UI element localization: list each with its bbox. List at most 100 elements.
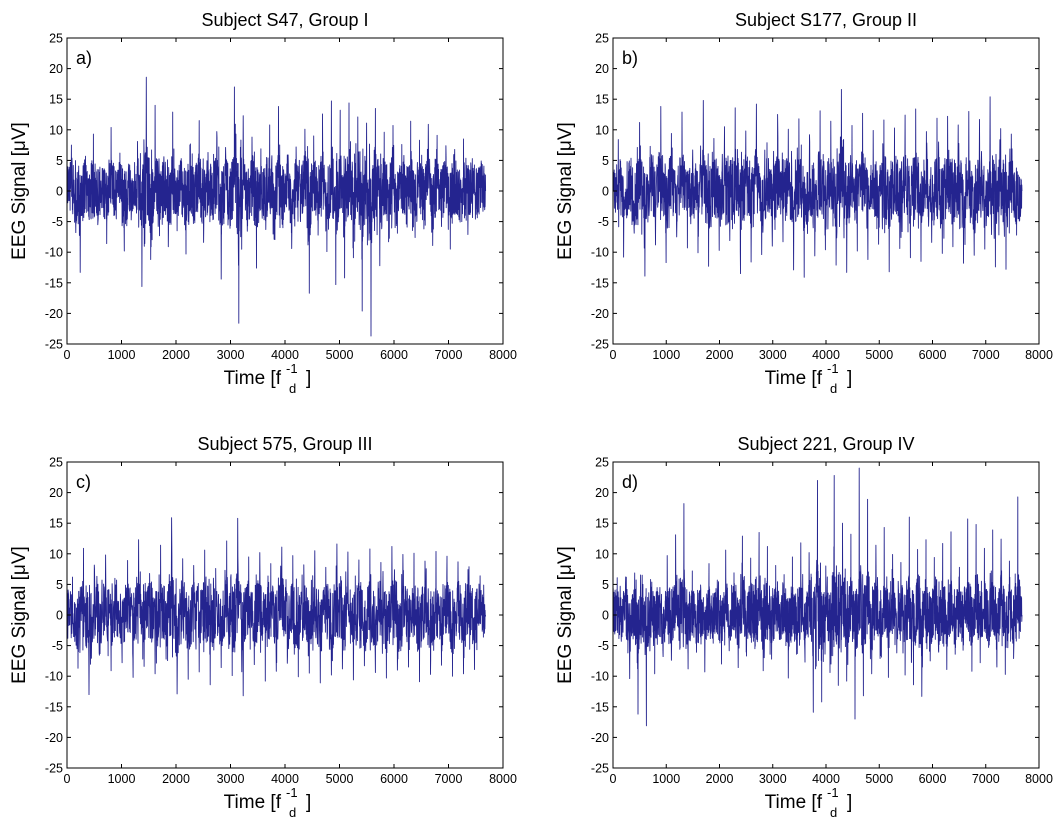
y-tick-label: -5 <box>52 215 63 229</box>
y-tick-label: 10 <box>49 123 63 137</box>
y-tick-label: -15 <box>45 700 63 714</box>
y-tick-label: 25 <box>595 456 609 470</box>
y-tick-label: -10 <box>45 246 63 260</box>
y-tick-label: -10 <box>45 670 63 684</box>
x-tick-label: 0 <box>64 772 71 786</box>
eeg-signal-line <box>612 467 1023 727</box>
x-axis-label: Time [f <box>765 368 823 389</box>
x-tick-label: 2000 <box>706 348 734 362</box>
y-tick-label: 10 <box>49 547 63 561</box>
x-tick-label: 5000 <box>326 772 354 786</box>
x-tick-label: 4000 <box>812 348 840 362</box>
eeg-signal-line <box>612 88 1023 278</box>
x-tick-label: 7000 <box>435 348 463 362</box>
y-tick-label: 0 <box>602 609 609 623</box>
y-tick-label: -20 <box>45 307 63 321</box>
x-tick-label: 0 <box>610 348 617 362</box>
x-axis-label-bracket: ] <box>847 368 852 389</box>
y-axis-label: EEG Signal [μV] <box>9 122 30 260</box>
y-tick-label: -5 <box>598 639 609 653</box>
y-tick-label: 5 <box>602 154 609 168</box>
x-tick-label: 4000 <box>271 348 299 362</box>
x-tick-label: 6000 <box>380 772 408 786</box>
x-axis-label-subscript: d <box>830 805 837 820</box>
y-tick-label: -15 <box>591 276 609 290</box>
y-tick-label: 15 <box>49 517 63 531</box>
y-axis-label: EEG Signal [μV] <box>9 546 30 684</box>
y-tick-label: -15 <box>45 276 63 290</box>
x-tick-label: 2000 <box>706 772 734 786</box>
panel-a: 0 1000 2000 3000 4000 5000 6000 7000 8000 25 20 15 1… <box>9 10 517 396</box>
x-tick-label: 6000 <box>919 772 947 786</box>
x-tick-label: 2000 <box>162 772 190 786</box>
x-tick-label: 8000 <box>489 772 517 786</box>
x-tick-label: 8000 <box>1025 348 1053 362</box>
chart-title: Subject 221, Group IV <box>737 434 914 454</box>
y-tick-label: -25 <box>45 338 63 352</box>
x-axis-label-bracket: ] <box>306 368 311 389</box>
x-tick-label: 8000 <box>1025 772 1053 786</box>
x-tick-label: 4000 <box>812 772 840 786</box>
y-tick-label: -25 <box>45 762 63 776</box>
x-tick-label: 2000 <box>162 348 190 362</box>
y-tick-label: -15 <box>591 700 609 714</box>
x-tick-label: 3000 <box>759 348 787 362</box>
eeg-signal-line <box>66 517 487 697</box>
y-tick-label: 25 <box>49 456 63 470</box>
y-tick-label: 20 <box>595 62 609 76</box>
y-tick-label: 0 <box>56 185 63 199</box>
y-tick-label: -10 <box>591 670 609 684</box>
y-tick-label: 5 <box>602 578 609 592</box>
y-tick-label: 25 <box>595 32 609 46</box>
x-axis-label-superscript: -1 <box>827 785 839 800</box>
y-tick-label: -25 <box>591 338 609 352</box>
x-tick-label: 4000 <box>271 772 299 786</box>
y-tick-label: 25 <box>49 32 63 46</box>
x-axis-label-subscript: d <box>289 381 296 396</box>
x-tick-label: 3000 <box>759 772 787 786</box>
x-tick-label: 7000 <box>972 348 1000 362</box>
x-tick-label: 3000 <box>217 348 245 362</box>
x-axis-label: Time [f <box>224 792 282 813</box>
y-tick-label: -20 <box>591 731 609 745</box>
x-tick-label: 3000 <box>217 772 245 786</box>
y-tick-label: -20 <box>591 307 609 321</box>
x-axis-label-bracket: ] <box>306 792 311 813</box>
y-tick-label: 15 <box>595 93 609 107</box>
y-tick-label: 15 <box>49 93 63 107</box>
chart-title: Subject S177, Group II <box>735 10 917 30</box>
x-axis-label-superscript: -1 <box>286 361 298 376</box>
x-tick-label: 6000 <box>919 348 947 362</box>
chart-title: Subject 575, Group III <box>197 434 372 454</box>
y-tick-label: 5 <box>56 578 63 592</box>
x-axis-label: Time [f <box>765 792 823 813</box>
x-tick-label: 5000 <box>865 772 893 786</box>
y-tick-label: 5 <box>56 154 63 168</box>
eeg-signal-line <box>66 76 487 337</box>
x-tick-label: 1000 <box>108 348 136 362</box>
y-tick-label: 20 <box>49 486 63 500</box>
x-axis-label-superscript: -1 <box>286 785 298 800</box>
panel-label: d) <box>622 472 638 492</box>
y-tick-label: 0 <box>56 609 63 623</box>
panel-label: a) <box>76 48 92 68</box>
x-tick-label: 0 <box>610 772 617 786</box>
y-tick-label: -5 <box>52 639 63 653</box>
y-tick-label: -10 <box>591 246 609 260</box>
panel-c: 0 1000 2000 3000 4000 5000 6000 7000 8000 25 20 15 1… <box>9 434 517 820</box>
y-tick-label: 20 <box>595 486 609 500</box>
y-tick-label: 20 <box>49 62 63 76</box>
panel-label: c) <box>76 472 91 492</box>
x-axis-label-subscript: d <box>289 805 296 820</box>
y-tick-label: -5 <box>598 215 609 229</box>
x-tick-label: 8000 <box>489 348 517 362</box>
x-tick-label: 1000 <box>652 348 680 362</box>
y-tick-label: 15 <box>595 517 609 531</box>
y-tick-label: -20 <box>45 731 63 745</box>
x-tick-label: 5000 <box>865 348 893 362</box>
x-tick-label: 1000 <box>108 772 136 786</box>
x-tick-label: 6000 <box>380 348 408 362</box>
x-tick-label: 0 <box>64 348 71 362</box>
panel-d: 0 1000 2000 3000 4000 5000 6000 7000 8000 25 20 15 1… <box>555 434 1053 820</box>
